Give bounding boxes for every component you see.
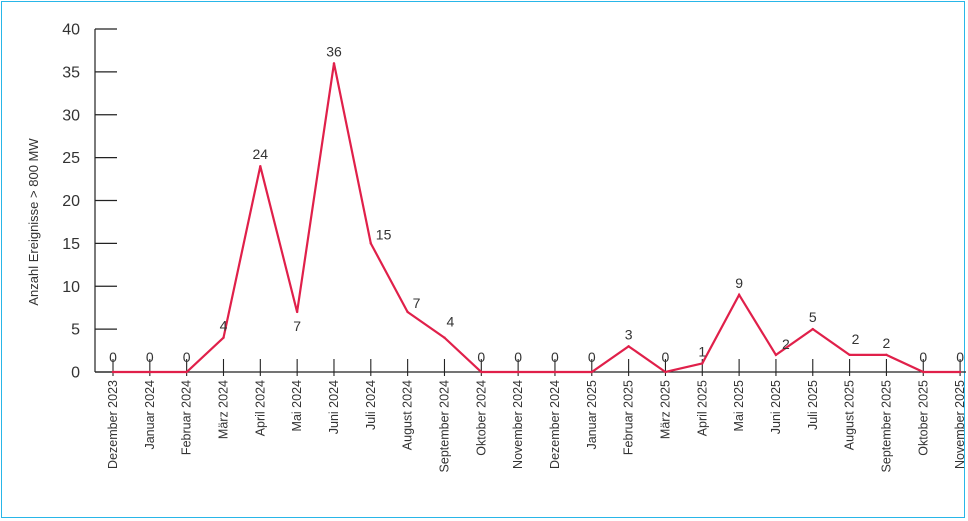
data-point [737,293,741,297]
data-labels: 0 0 0 4 24 7 36 15 7 4 0 0 0 0 3 0 1 9 2 5 2 2 0 0 [109,43,964,365]
y-tick-label: 20 [62,193,80,210]
x-tick-label: September 2024 [437,380,451,472]
data-label: 4 [220,318,228,334]
data-point [627,345,630,348]
data-point [406,310,409,314]
data-label: 24 [253,146,269,162]
data-label: 3 [625,326,633,342]
x-tick-label: Februar 2025 [622,380,636,455]
x-tick-label: Januar 2025 [585,380,599,450]
data-label: 2 [883,335,891,351]
x-tick-label: Juli 2024 [364,380,378,430]
y-axis-title: Anzahl Ereignisse > 800 MW [26,138,41,306]
data-label: 0 [514,349,522,365]
data-label: 0 [183,349,191,365]
data-label: 0 [109,349,117,365]
y-tick-label: 40 [62,22,80,39]
x-tick-label: November 2024 [511,380,525,469]
data-label: 0 [662,349,670,365]
data-label: 0 [588,349,596,365]
x-tick-label: Oktober 2025 [916,380,930,456]
data-label: 2 [782,336,790,352]
data-label: 1 [698,343,706,359]
x-tick-label: August 2025 [843,380,857,450]
data-point [185,370,188,374]
data-label: 2 [852,331,860,347]
series-line [113,63,961,374]
y-tick-label: 35 [62,64,80,81]
x-tick-label: Dezember 2023 [106,380,120,469]
x-tick-label: September 2025 [879,380,893,472]
data-point [885,353,888,357]
y-tick-label: 0 [71,365,80,382]
data-point [811,327,814,331]
x-tick-label: April 2025 [695,380,709,436]
data-point [590,370,593,374]
data-label: 5 [809,309,817,325]
data-label: 15 [376,226,392,242]
data-point [701,362,704,365]
y-axis: 0 5 10 15 20 25 30 35 40 [62,22,117,382]
x-tick-label: April 2024 [253,380,267,436]
y-tick-label: 30 [62,107,80,124]
data-point [369,242,373,245]
data-label: 0 [146,349,154,365]
data-label: 0 [919,349,927,365]
x-tick-label: März 2024 [216,380,230,439]
x-tick-label: August 2024 [401,380,415,450]
data-point [664,370,667,374]
x-tick-label: Dezember 2024 [548,380,562,469]
data-label: 0 [477,349,485,365]
data-label: 7 [413,295,421,311]
x-tick-label: November 2025 [953,380,967,469]
data-point [443,336,446,339]
x-tick-label: Juni 2025 [769,380,783,434]
data-point [848,353,851,357]
x-tick-label: Januar 2024 [143,380,157,450]
data-label: 4 [446,314,454,330]
x-tick-label: Oktober 2024 [474,380,488,456]
data-label: 0 [956,349,964,365]
series [111,62,962,374]
x-tick-label: März 2025 [658,380,672,439]
data-point [774,353,778,357]
y-tick-label: 15 [62,236,80,253]
x-tick-label: Mai 2024 [290,380,304,431]
data-point [553,370,557,374]
data-point [958,370,962,374]
data-point [222,336,225,339]
x-tick-label: Februar 2024 [180,380,194,455]
data-point [516,370,520,374]
x-axis: Dezember 2023 Januar 2024 Februar 2024 März… [95,359,967,472]
x-tick-label: Juni 2024 [327,380,341,434]
y-tick-label: 5 [71,322,80,339]
x-tick-label: Mai 2025 [732,380,746,431]
y-tick-label: 25 [62,150,80,167]
data-point [332,62,336,65]
data-point [295,310,299,314]
y-tick-label: 10 [62,279,80,296]
data-point [922,370,925,374]
data-point [111,370,115,374]
data-label: 36 [326,43,342,59]
x-tick-label: Juli 2025 [806,380,820,430]
data-point [259,165,262,168]
data-label: 7 [293,318,301,334]
data-label: 9 [735,275,743,291]
data-point [148,370,152,374]
data-point [480,370,483,374]
data-label: 0 [551,349,559,365]
